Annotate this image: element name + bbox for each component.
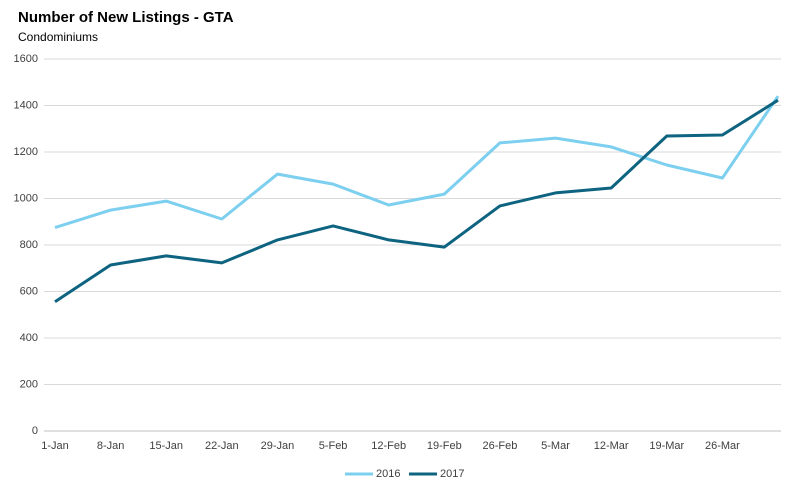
x-tick-label: 12-Feb xyxy=(371,440,406,452)
y-tick-label: 0 xyxy=(32,425,38,437)
line-series xyxy=(54,95,780,230)
x-tick-label: 5-Feb xyxy=(319,440,348,452)
x-tick-label: 8-Jan xyxy=(97,440,125,452)
y-tick-label: 1000 xyxy=(14,192,38,204)
x-tick-label: 12-Mar xyxy=(594,440,629,452)
x-tick-label: 22-Jan xyxy=(205,440,239,452)
x-tick-label: 15-Jan xyxy=(149,440,183,452)
y-tick-label: 1600 xyxy=(14,53,38,65)
y-tick-label: 400 xyxy=(20,332,38,344)
x-tick-label: 29-Jan xyxy=(261,440,295,452)
x-tick-label: 1-Jan xyxy=(41,440,69,452)
y-tick-label: 1400 xyxy=(14,99,38,111)
x-tick-label: 19-Feb xyxy=(427,440,462,452)
line-series xyxy=(54,98,779,303)
x-tick-label: 26-Mar xyxy=(705,440,740,452)
y-tick-label: 600 xyxy=(20,285,38,297)
legend-label: 2017 xyxy=(440,468,464,480)
x-tick-label: 5-Mar xyxy=(541,440,570,452)
y-tick-label: 200 xyxy=(20,378,38,390)
chart-title: Number of New Listings - GTA xyxy=(18,9,234,26)
y-tick-label: 800 xyxy=(20,239,38,251)
x-tick-label: 26-Feb xyxy=(482,440,517,452)
chart-subtitle: Condominiums xyxy=(18,30,98,44)
x-tick-label: 19-Mar xyxy=(649,440,684,452)
legend-label: 2016 xyxy=(376,468,400,480)
y-tick-label: 1200 xyxy=(14,146,38,158)
